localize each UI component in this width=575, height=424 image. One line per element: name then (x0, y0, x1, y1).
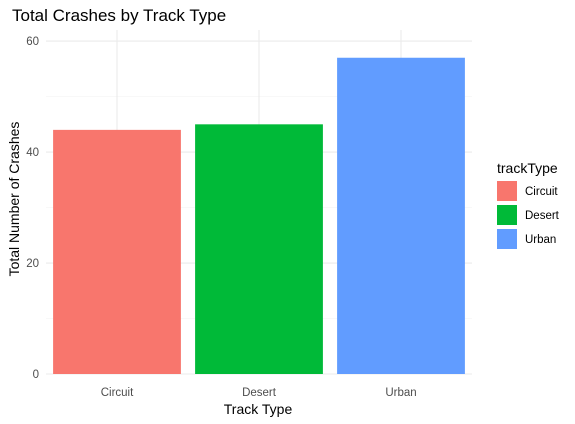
y-tick-label: 20 (26, 258, 39, 270)
legend-items: Circuit Desert Urban (497, 181, 560, 249)
x-tick-label: Urban (385, 387, 416, 399)
y-tick-label: 40 (26, 147, 39, 159)
legend-title: trackType (497, 160, 558, 176)
y-tick-label: 60 (26, 36, 39, 48)
bar-circuit (53, 129, 181, 374)
legend-swatch-circuit (497, 181, 517, 201)
x-tick-label: Desert (242, 387, 277, 399)
y-axis-ticks: 0 20 40 60 (26, 36, 39, 381)
legend-label-circuit: Circuit (525, 186, 558, 198)
y-axis-title: Total Number of Crashes (6, 122, 22, 277)
legend-swatch-urban (497, 229, 517, 249)
x-axis-title: Track Type (224, 401, 293, 417)
legend-label-desert: Desert (525, 210, 560, 222)
y-tick-label: 0 (33, 369, 39, 381)
legend-label-urban: Urban (525, 234, 556, 246)
bar-urban (337, 57, 465, 374)
legend: trackType Circuit Desert Urban (497, 160, 560, 249)
bars (53, 57, 465, 375)
bar-desert (195, 124, 323, 375)
legend-swatch-desert (497, 205, 517, 225)
chart-title: Total Crashes by Track Type (12, 6, 226, 25)
x-tick-label: Circuit (101, 387, 134, 399)
x-axis-ticks: Circuit Desert Urban (101, 387, 417, 399)
